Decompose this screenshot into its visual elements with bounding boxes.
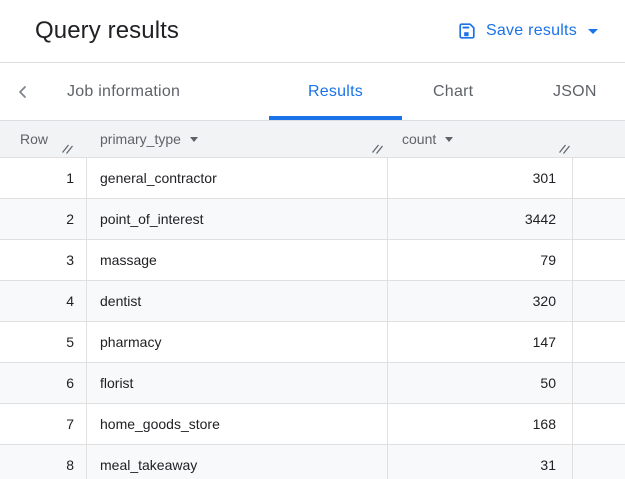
column-header-empty (573, 121, 625, 157)
column-header-row-number: Row (0, 121, 87, 157)
column-header-count: count (388, 121, 573, 157)
cell-count: 301 (388, 158, 573, 198)
column-resize-handle-icon[interactable] (61, 142, 74, 155)
cell-row-number: 7 (0, 404, 87, 444)
cell-count: 31 (388, 445, 573, 479)
cell-row-number: 3 (0, 240, 87, 280)
cell-primary-type: florist (87, 363, 388, 403)
table-row: 6 florist 50 (0, 363, 625, 404)
tab-label: Results (307, 82, 364, 100)
tab-chart[interactable]: Chart (433, 63, 473, 120)
cell-row-number: 4 (0, 281, 87, 321)
column-header-primary-type: primary_type (87, 121, 388, 157)
cell-primary-type: massage (87, 240, 388, 280)
save-results-label: Save results (485, 22, 577, 39)
table-header-row: Row primary_type count (0, 121, 625, 158)
cell-count: 79 (388, 240, 573, 280)
table-row: 1 general_contractor 301 (0, 158, 625, 199)
cell-row-number: 6 (0, 363, 87, 403)
tab-label: Job information (67, 82, 181, 100)
results-table: Row primary_type count (0, 121, 625, 479)
cell-empty (573, 158, 625, 198)
cell-empty (573, 240, 625, 280)
save-results-button[interactable]: Save results (457, 0, 598, 62)
cell-primary-type: home_goods_store (87, 404, 388, 444)
table-row: 8 meal_takeaway 31 (0, 445, 625, 479)
page-title: Query results (35, 17, 180, 44)
column-label: primary_type (100, 131, 181, 147)
save-dropdown-caret-icon (588, 28, 598, 34)
save-icon (457, 21, 477, 41)
column-menu-caret-icon[interactable] (445, 136, 454, 142)
tab-results[interactable]: Results (269, 63, 402, 120)
cell-count: 50 (388, 363, 573, 403)
table-body: 1 general_contractor 301 2 point_of_inte… (0, 158, 625, 479)
cell-primary-type: dentist (87, 281, 388, 321)
table-row: 4 dentist 320 (0, 281, 625, 322)
column-label: Row (20, 131, 49, 147)
cell-empty (573, 404, 625, 444)
tabs-scroll-left-button[interactable] (15, 84, 31, 100)
column-resize-handle-icon[interactable] (558, 142, 571, 155)
cell-primary-type: point_of_interest (87, 199, 388, 239)
table-row: 3 massage 79 (0, 240, 625, 281)
column-menu-caret-icon[interactable] (189, 136, 198, 142)
cell-row-number: 5 (0, 322, 87, 362)
cell-row-number: 2 (0, 199, 87, 239)
table-row: 5 pharmacy 147 (0, 322, 625, 363)
chevron-left-icon (19, 85, 26, 98)
cell-empty (573, 199, 625, 239)
cell-empty (573, 363, 625, 403)
cell-row-number: 1 (0, 158, 87, 198)
cell-count: 168 (388, 404, 573, 444)
results-header: Query results Save results (0, 0, 625, 63)
cell-primary-type: meal_takeaway (87, 445, 388, 479)
cell-count: 320 (388, 281, 573, 321)
cell-row-number: 8 (0, 445, 87, 479)
cell-primary-type: pharmacy (87, 322, 388, 362)
cell-empty (573, 445, 625, 479)
column-label: count (402, 131, 437, 147)
table-row: 7 home_goods_store 168 (0, 404, 625, 445)
cell-empty (573, 322, 625, 362)
tab-json[interactable]: JSON (553, 63, 597, 120)
results-tab-bar: Job information Results Chart JSON (0, 63, 625, 121)
cell-primary-type: general_contractor (87, 158, 388, 198)
table-row: 2 point_of_interest 3442 (0, 199, 625, 240)
cell-count: 147 (388, 322, 573, 362)
tab-job-information[interactable]: Job information (67, 63, 180, 120)
cell-count: 3442 (388, 199, 573, 239)
tab-label: JSON (553, 82, 597, 100)
cell-empty (573, 281, 625, 321)
column-resize-handle-icon[interactable] (371, 142, 384, 155)
tab-label: Chart (433, 82, 474, 100)
